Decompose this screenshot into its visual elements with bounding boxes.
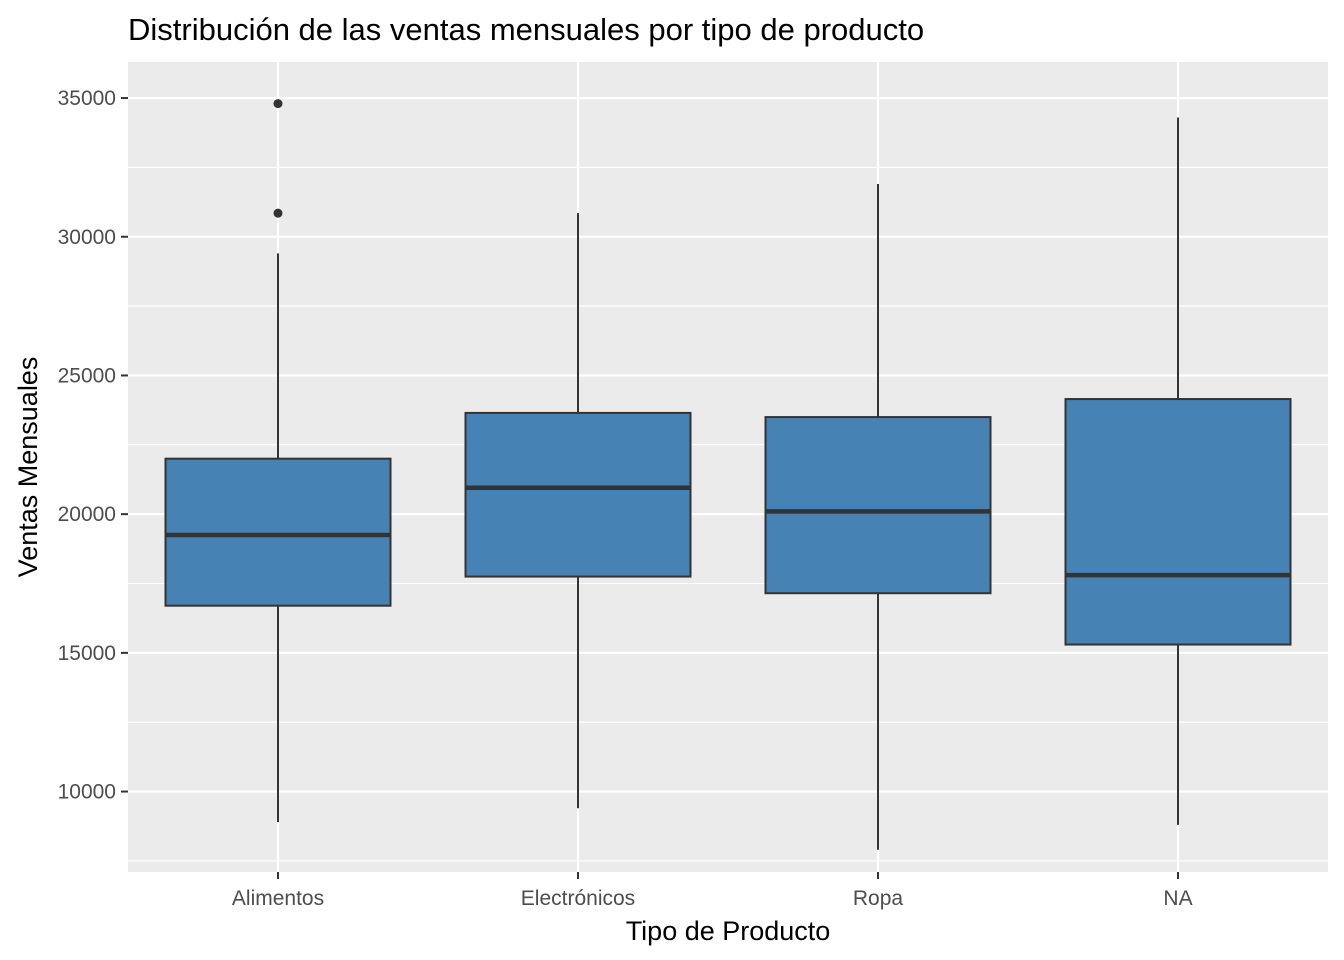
box-group (764, 184, 992, 850)
y-tick-label: 10000 (58, 781, 116, 804)
y-tick-label: 30000 (58, 226, 116, 249)
y-axis-title: Ventas Mensuales (13, 357, 43, 578)
x-tick-label: Electrónicos (521, 887, 635, 910)
y-tick-label: 35000 (58, 87, 116, 110)
box (1064, 398, 1292, 646)
x-tick-label: Alimentos (232, 887, 324, 910)
outlier-point (273, 99, 283, 109)
x-axis: Alimentos Electrónicos Ropa NA (232, 872, 1193, 910)
box (164, 457, 392, 607)
y-tick-label: 25000 (58, 364, 116, 387)
y-tick-label: 15000 (58, 642, 116, 665)
boxes-layer (164, 99, 1292, 850)
y-axis: 10000 15000 20000 25000 30000 35000 (58, 87, 128, 804)
outlier-point (273, 208, 283, 218)
y-tick-label: 20000 (58, 503, 116, 526)
chart-title: Distribución de las ventas mensuales por… (128, 12, 924, 47)
box (464, 411, 692, 578)
x-tick-label: NA (1163, 887, 1192, 910)
box-group (164, 99, 392, 823)
box-group (1064, 117, 1292, 825)
box-group (464, 213, 692, 809)
x-tick-label: Ropa (853, 887, 904, 910)
x-axis-title: Tipo de Producto (626, 916, 831, 946)
box (764, 416, 992, 595)
